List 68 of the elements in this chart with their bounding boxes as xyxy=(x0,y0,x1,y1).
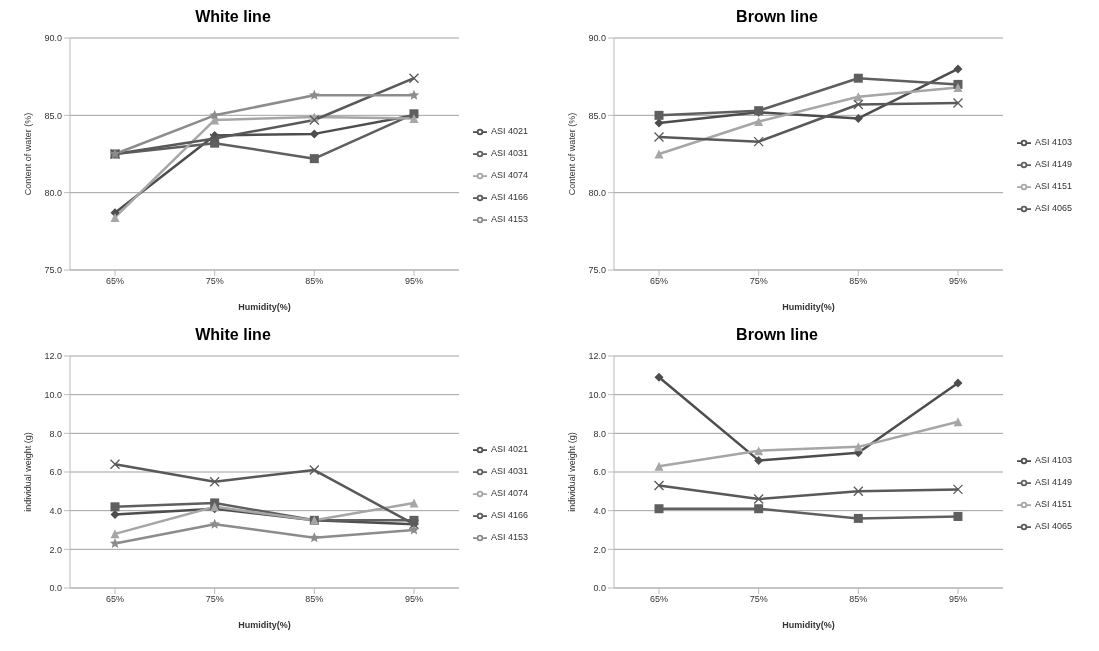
legend-label: ASI 4074 xyxy=(490,170,528,180)
legend-label: ASI 4166 xyxy=(490,192,528,202)
x-tick-label: 85% xyxy=(305,594,324,605)
y-tick-label: 80.0 xyxy=(588,187,606,198)
x-tick-label: 75% xyxy=(749,594,768,605)
x-tick-label: 65% xyxy=(649,276,669,287)
legend-label: ASI 4021 xyxy=(490,444,528,454)
legend-label: ASI 4074 xyxy=(490,488,528,498)
legend-label: ASI 4153 xyxy=(490,532,528,542)
x-tick-label: 95% xyxy=(404,276,423,287)
legend-label: ASI 4151 xyxy=(1034,181,1072,191)
y-tick-label: 6.0 xyxy=(49,467,62,478)
x-axis-title: Humidity(%) xyxy=(238,620,291,630)
chart-title: White line xyxy=(194,8,272,27)
chart-title: White line xyxy=(194,326,272,345)
legend-label: ASI 4065 xyxy=(1034,521,1072,531)
x-axis-title: Humidity(%) xyxy=(782,620,835,630)
y-tick-label: 12.0 xyxy=(588,351,606,362)
x-tick-label: 65% xyxy=(105,276,125,287)
legend-label: ASI 4103 xyxy=(1034,137,1072,147)
legend-label: ASI 4065 xyxy=(1034,203,1072,213)
y-tick-label: 8.0 xyxy=(49,428,62,439)
legend-label: ASI 4149 xyxy=(1034,159,1072,169)
x-tick-label: 95% xyxy=(948,276,967,287)
y-tick-label: 90.0 xyxy=(44,33,62,44)
x-tick-label: 75% xyxy=(205,594,224,605)
y-tick-label: 75.0 xyxy=(44,265,62,276)
y-tick-label: 10.0 xyxy=(44,389,62,400)
legend-label: ASI 4151 xyxy=(1034,499,1072,509)
chart-title: Brown line xyxy=(735,326,819,345)
y-tick-label: 8.0 xyxy=(593,428,606,439)
x-tick-label: 65% xyxy=(649,594,669,605)
x-tick-label: 95% xyxy=(404,594,423,605)
y-tick-label: 12.0 xyxy=(44,351,62,362)
y-tick-label: 2.0 xyxy=(49,544,62,555)
y-tick-label: 10.0 xyxy=(588,389,606,400)
x-axis-title: Humidity(%) xyxy=(238,302,291,312)
x-tick-label: 75% xyxy=(749,276,768,287)
x-tick-label: 85% xyxy=(305,276,324,287)
y-tick-label: 85.0 xyxy=(588,110,606,121)
y-tick-label: 0.0 xyxy=(49,583,62,594)
y-tick-label: 80.0 xyxy=(44,187,62,198)
y-tick-label: 2.0 xyxy=(593,544,606,555)
y-tick-label: 6.0 xyxy=(593,467,606,478)
legend-label: ASI 4166 xyxy=(490,510,528,520)
y-tick-label: 85.0 xyxy=(44,110,62,121)
x-tick-label: 95% xyxy=(948,594,967,605)
legend-label: ASI 4103 xyxy=(1034,455,1072,465)
y-tick-label: 4.0 xyxy=(593,505,606,516)
y-tick-label: 90.0 xyxy=(588,33,606,44)
x-tick-label: 75% xyxy=(205,276,224,287)
legend-label: ASI 4031 xyxy=(490,148,528,158)
legend-label: ASI 4153 xyxy=(490,214,528,224)
x-tick-label: 85% xyxy=(849,594,868,605)
legend-label: ASI 4021 xyxy=(490,126,528,136)
y-axis-title: individual weight (g) xyxy=(23,432,34,512)
y-axis-title: Content of water (%) xyxy=(567,112,578,196)
x-axis-title: Humidity(%) xyxy=(782,302,835,312)
chart-title: Brown line xyxy=(735,8,819,27)
y-axis-title: Content of water (%) xyxy=(23,112,34,196)
legend-label: ASI 4149 xyxy=(1034,477,1072,487)
y-tick-label: 0.0 xyxy=(593,583,606,594)
y-axis-title: individual weight (g) xyxy=(567,432,578,512)
y-tick-label: 75.0 xyxy=(588,265,606,276)
legend-label: ASI 4031 xyxy=(490,466,528,476)
x-tick-label: 65% xyxy=(105,594,125,605)
y-tick-label: 4.0 xyxy=(49,505,62,516)
x-tick-label: 85% xyxy=(849,276,868,287)
